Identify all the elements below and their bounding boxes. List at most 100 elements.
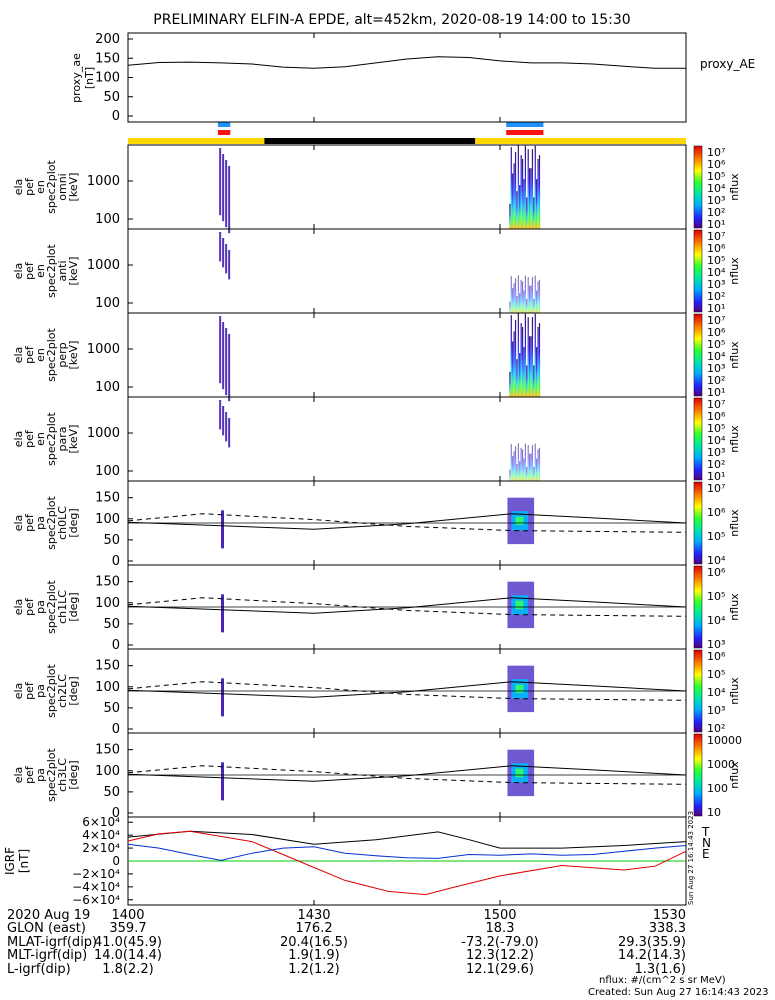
spectrogram-column: [510, 276, 512, 313]
spectrogram-burst: [219, 316, 222, 384]
spectrogram-column: [524, 443, 526, 481]
colorbar-tick-label: 10⁷: [707, 314, 725, 327]
spectrogram-column: [531, 277, 534, 313]
spectrogram-column: [527, 149, 529, 229]
pa-burst: [221, 594, 224, 633]
colorbar-tick-label: 10⁷: [707, 146, 725, 159]
pa-burst: [221, 678, 224, 717]
panel-ch2LC-ylabel-line: [deg]: [67, 676, 80, 705]
colorbar-tick-label: 10⁷: [707, 482, 725, 495]
spectrogram-column: [517, 145, 519, 229]
panel-anti-colorbar: [693, 229, 703, 313]
spectrogram-column: [533, 197, 535, 229]
units-note: nflux: #/(cm^2 s sr MeV): [599, 975, 726, 986]
spectrogram-column: [536, 179, 538, 229]
spectrogram-column: [526, 298, 528, 313]
x-axis-row-value: 359.7: [109, 921, 147, 936]
panel-anti-ylabel-line: spec2plot: [45, 244, 58, 298]
panel-ch1LC-ylabel-line: ela: [12, 599, 25, 616]
igrf-legend-T: T: [701, 825, 710, 839]
panel-perp-ylabel-line: ela: [12, 347, 25, 364]
colorbar-tick-label: 10³: [707, 638, 725, 651]
y-tick-label: 50: [103, 90, 120, 105]
y-tick-label: 150: [95, 51, 120, 66]
colorbar-label: nflux: [728, 425, 741, 453]
spectrogram-column: [520, 447, 522, 481]
spectrogram-column: [512, 456, 514, 481]
y-tick-label: 50: [103, 785, 120, 800]
colorbar-tick-label: 10²: [707, 290, 725, 303]
panel-ch1LC-ylabel-line: ch1LC: [56, 590, 69, 624]
panel-ch3LC-ylabel-line: pef: [23, 765, 36, 784]
y-tick-label: 100: [95, 596, 120, 611]
x-axis-row-value: 338.3: [648, 921, 686, 936]
panel-ch2LC-ylabel-line: pa: [34, 684, 47, 698]
panel-ch0LC-ylabel-line: ela: [12, 515, 25, 532]
colorbar-tick-label: 10²: [707, 458, 725, 471]
panel-ch1LC-ylabel-line: pa: [34, 600, 47, 614]
igrf-legend-N: N: [702, 836, 711, 850]
x-axis-tick-label: 1530: [652, 908, 686, 923]
panel-ch2LC-ylabel-line: ch2LC: [56, 674, 69, 708]
phase-bar: [128, 122, 686, 144]
spectrogram-column: [517, 313, 519, 397]
spectrogram-column: [514, 278, 517, 313]
spectrogram-column: [529, 336, 531, 397]
panel-ch0LC-ylabel-line: pa: [34, 516, 47, 530]
colorbar-tick-label: 10⁶: [707, 158, 726, 171]
spectrogram-burst: [228, 418, 231, 448]
spectrogram-burst: [225, 244, 228, 274]
spectrogram-column: [538, 155, 541, 229]
x-axis-row-label: MLT-igrf(dip): [7, 948, 88, 963]
x-axis-tick-label: 1500: [483, 908, 517, 923]
y-tick-label: 0: [112, 722, 120, 737]
pa-burst: [221, 762, 224, 801]
panel-para-colorbar: [693, 397, 703, 481]
spectrogram-burst: [219, 148, 222, 216]
science-zone-blue: [217, 122, 231, 127]
colorbar-tick-label: 10⁷: [707, 398, 725, 411]
spectrogram-column: [520, 279, 522, 313]
panel-perp-colorbar: [693, 313, 703, 397]
spectrogram-column: [534, 275, 536, 313]
y-tick-label: 150: [95, 659, 120, 674]
igrf-N-line: [127, 830, 687, 896]
colorbar-tick-label: 10000: [707, 734, 742, 747]
spectrogram-column: [530, 285, 532, 313]
y-tick-label: 1000: [87, 174, 120, 189]
panel-para-ylabel-line: ela: [12, 431, 25, 448]
y-tick-label: 0: [112, 638, 120, 653]
spectrogram-column: [513, 283, 515, 313]
spectrogram-column: [529, 453, 531, 481]
panel-ch1LC-ylabel-line: [deg]: [67, 592, 80, 621]
spectrogram-column: [510, 315, 512, 397]
spectrogram-column: [510, 444, 512, 481]
spectrogram-column: [514, 319, 517, 397]
colorbar-tick-label: 10⁵: [707, 338, 725, 351]
panel-para-ylabel-line: para: [56, 427, 69, 452]
science-zone-blue: [506, 122, 544, 127]
loss-cone-line: [127, 513, 687, 530]
x-axis-row-value: 20.4(16.5): [279, 934, 349, 950]
spectrogram-column: [521, 449, 524, 481]
panel-ch3LC-ylabel-line: [deg]: [67, 760, 80, 789]
colorbar-tick-label: 10⁵: [707, 422, 725, 435]
y-tick-label: 200: [95, 32, 120, 47]
panel-perp: [127, 312, 687, 398]
spectrogram-column: [530, 336, 532, 397]
panel-perp-ylabel-line: en: [34, 348, 47, 362]
y-tick-label: 1000: [87, 426, 120, 441]
colorbar-label: nflux: [728, 593, 741, 621]
igrf-T-line: [127, 830, 687, 849]
panel-omni-ylabel-line: ela: [12, 179, 25, 196]
spectrogram-column: [534, 313, 536, 397]
spectrogram-burst: [225, 160, 228, 228]
spectrogram-column: [537, 281, 539, 313]
colorbar-tick-label: 10⁴: [707, 350, 726, 363]
spectrogram-column: [533, 466, 535, 481]
x-axis-row-value: 14.0(14.4): [93, 948, 163, 963]
colorbar-tick-label: 10²: [707, 374, 725, 387]
spectrogram-column: [526, 197, 528, 229]
panel-anti-ylabel-line: anti: [56, 260, 69, 281]
y-tick-label: 50: [103, 701, 120, 716]
